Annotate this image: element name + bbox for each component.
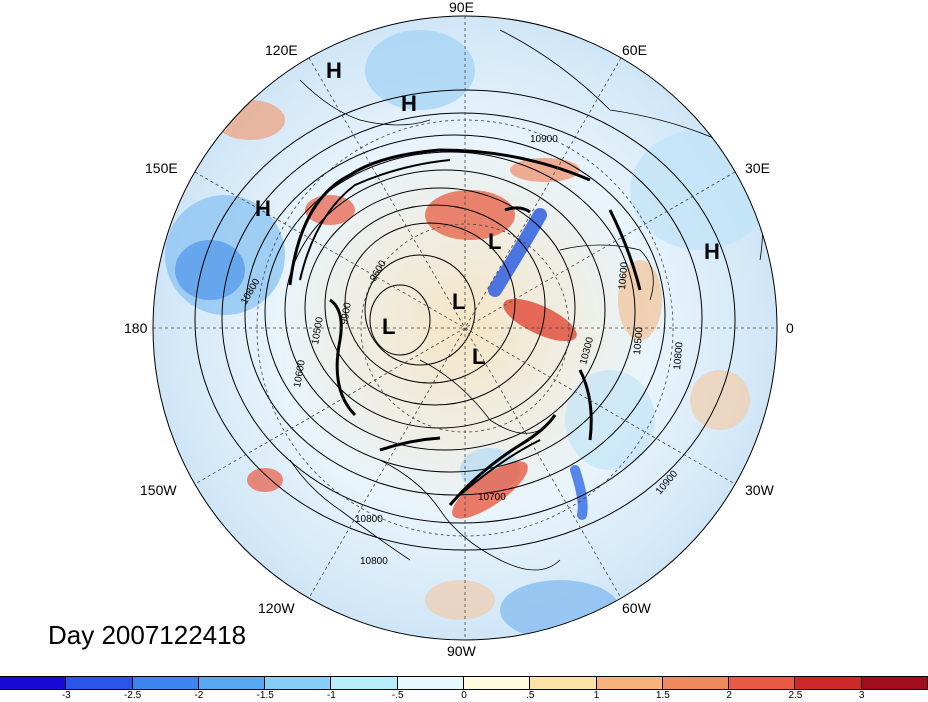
colorbar-segment: [530, 677, 597, 689]
colorbar-tick-label: 1.5: [655, 690, 670, 701]
colorbar-segment: [132, 677, 199, 689]
colorbar-tick-label: 3: [858, 690, 865, 701]
date-title: Day 2007122418: [48, 620, 247, 650]
contour-label: 10800: [360, 556, 388, 567]
colorbar-segment: [729, 677, 796, 689]
longitude-label: 60E: [622, 42, 647, 58]
low-center-marker: L: [452, 289, 465, 314]
contour-label: 10700: [478, 492, 506, 503]
high-center-marker: H: [704, 239, 720, 264]
colorbar-tick-label: -2: [194, 690, 204, 701]
contour-label: 10800: [355, 514, 383, 525]
colorbar-tick-label: 1: [593, 690, 600, 701]
colorbar-segment: [596, 677, 663, 689]
longitude-label: 90W: [447, 643, 476, 659]
longitude-label: 30W: [745, 482, 774, 498]
contour-label: 10500: [632, 326, 645, 355]
polar-map: 10900 10800 10600 10500 9900 9600 10300 …: [152, 15, 778, 641]
colorbar-tick-label: .5: [526, 690, 535, 701]
colorbar-segment: [861, 677, 928, 689]
colorbar-tick-label: -1.5: [256, 690, 274, 701]
colorbar-segment: [795, 677, 862, 689]
colorbar: [0, 676, 928, 690]
colorbar-segment: [331, 677, 398, 689]
colorbar-tick-label: 2.5: [788, 690, 803, 701]
colorbar-tick-label: 0: [461, 690, 467, 701]
graticule: [153, 16, 777, 640]
high-center-marker: H: [401, 91, 417, 116]
colorbar-tick-label: -2.5: [123, 690, 142, 701]
contour-label: 9900: [339, 301, 354, 325]
colorbar-segment: [397, 677, 464, 689]
colorbar-segment: [198, 677, 266, 689]
colorbar-segment: [662, 677, 730, 689]
colorbar-tick-labels: -3 -2.5 -2 -1.5 -1 -.5 0 .5 1 1.5 2 2.5 3: [0, 690, 928, 702]
longitude-label: 120E: [265, 42, 298, 58]
longitude-label: 120W: [258, 600, 295, 616]
longitude-label: 180: [124, 320, 148, 336]
high-center-marker: H: [326, 58, 342, 83]
low-center-marker: L: [382, 314, 395, 339]
colorbar-tick-label: -3: [61, 690, 71, 701]
colorbar-tick-label: -.5: [391, 690, 404, 701]
longitude-label: 90E: [449, 0, 474, 15]
contour-label: 10600: [292, 359, 308, 389]
longitude-label: 150W: [140, 482, 177, 498]
contour-label: 10900: [530, 134, 558, 145]
colorbar-tick-label: 2: [726, 690, 732, 701]
low-center-marker: L: [472, 344, 485, 369]
longitude-label: 0: [786, 320, 794, 336]
low-center-marker: L: [488, 229, 501, 254]
contour-label: 10600: [617, 261, 630, 290]
map-border: [152, 15, 778, 641]
high-center-marker: H: [255, 196, 271, 221]
colorbar-tick-label: -1: [326, 690, 336, 701]
height-contours: [194, 89, 736, 551]
pressure-center-group: H H H H L L L L: [255, 58, 720, 369]
longitude-label: 150E: [145, 160, 178, 176]
contour-label: 10800: [672, 341, 685, 370]
colorbar-segment: [463, 677, 531, 689]
colorbar-segment: [66, 677, 133, 689]
longitude-label: 60W: [622, 600, 651, 616]
colorbar-segment: [265, 677, 332, 689]
longitude-label: 30E: [745, 160, 770, 176]
contour-label: 10500: [310, 316, 326, 346]
colorbar-segment: [0, 677, 67, 689]
